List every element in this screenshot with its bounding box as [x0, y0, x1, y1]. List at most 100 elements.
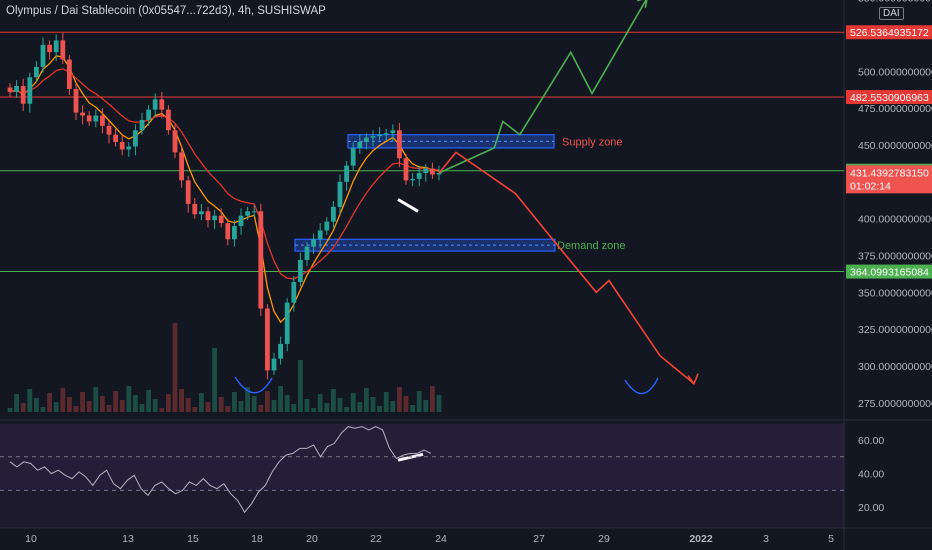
time-label-2: 15	[187, 533, 199, 545]
candle-body-50	[337, 181, 343, 207]
volume-bar-39	[265, 391, 270, 412]
volume-bar-21	[146, 390, 151, 412]
volume-bar-51	[344, 407, 349, 412]
candle-body-30	[205, 211, 211, 221]
volume-bar-4	[34, 398, 39, 412]
time-label-11: 5	[828, 533, 834, 545]
volume-bar-45	[304, 399, 310, 412]
volume-bar-40	[271, 400, 277, 412]
candle-body-55	[370, 136, 376, 138]
moving-averages	[9, 55, 440, 324]
volume-bar-44	[298, 360, 303, 412]
volume-bar-12	[86, 401, 92, 412]
volume-bar-37	[251, 396, 257, 412]
candle-body-65	[436, 172, 442, 175]
candle-body-60	[403, 158, 409, 181]
candle-body-10	[73, 89, 79, 113]
candle-body-47	[317, 230, 323, 240]
volume-bar-10	[73, 406, 79, 412]
volume-bar-9	[67, 397, 72, 412]
candle-body-45	[304, 246, 310, 260]
currency-badge[interactable]: DAI	[879, 7, 904, 20]
candle-body-13	[93, 115, 99, 122]
volume-bar-3	[27, 389, 33, 412]
volume-bar-49	[331, 389, 336, 412]
time-label-0: 10	[25, 533, 37, 545]
volume-bar-34	[232, 392, 237, 412]
candle-body-61	[410, 178, 415, 181]
candle-body-42	[284, 302, 290, 344]
time-axis: 10 13 15 18 20 22 24 27 29 2022 3 5	[25, 533, 834, 545]
candle-body-28	[192, 203, 198, 215]
volume-bar-60	[403, 396, 409, 412]
candle-body-62	[416, 172, 422, 179]
candle-body-11	[80, 112, 85, 116]
volume-bar-52	[350, 393, 356, 412]
volume-bar-11	[80, 392, 85, 412]
candle-body-1	[14, 86, 19, 92]
arrow-head-bullish	[637, 0, 648, 8]
volume-bar-55	[370, 397, 376, 412]
volume-bar-62	[416, 391, 422, 412]
volume-bar-58	[390, 401, 396, 412]
candle-body-22	[152, 99, 158, 110]
price-axis: 550.0000000000525.0000000000500.00000000…	[858, 0, 932, 410]
candle-body-12	[86, 115, 92, 122]
volume-bar-65	[436, 395, 442, 412]
volume-bar-8	[60, 388, 66, 412]
candle-body-53	[357, 142, 363, 148]
volume-bar-25	[172, 323, 178, 412]
time-label-3: 18	[251, 533, 263, 545]
candle-body-18	[126, 146, 132, 150]
level-label-bg-2	[846, 90, 932, 105]
volume-bar-43	[291, 404, 297, 412]
candle-body-57	[383, 133, 389, 135]
volume-bar-1	[14, 394, 19, 412]
candle-body-38	[258, 211, 264, 309]
time-label-4: 20	[306, 533, 318, 545]
volume-bar-22	[152, 399, 158, 412]
time-label-9: 2022	[689, 533, 713, 545]
candle-body-20	[139, 119, 145, 131]
volume-bar-23	[159, 408, 165, 412]
candle-body-48	[324, 221, 330, 231]
candle-body-44	[298, 259, 303, 283]
candle-body-21	[146, 109, 151, 120]
candle-body-0	[7, 87, 13, 92]
candle-body-24	[166, 109, 171, 131]
candle-body-40	[271, 358, 277, 371]
volume-bar-18	[126, 386, 132, 412]
price-tick-0: 550.0000000000	[858, 0, 932, 5]
level-label-2: 482.5530906963	[850, 92, 929, 104]
candle-body-7	[53, 40, 59, 53]
ma-slow-line	[9, 68, 440, 280]
price-tick-10: 300.0000000000	[858, 361, 932, 373]
candle-body-15	[106, 125, 112, 135]
volume-bar-54	[364, 388, 369, 412]
ma-fast-line	[9, 55, 440, 324]
bottom-curve-left	[234, 376, 273, 394]
level-label-bg-4	[846, 264, 932, 279]
candle-body-17	[119, 142, 125, 150]
candle-body-52	[350, 147, 356, 166]
candle-body-59	[397, 130, 402, 159]
level-label-1: 526.5364935172	[850, 27, 929, 39]
candles	[7, 33, 442, 380]
candle-body-46	[311, 239, 316, 247]
volume-bar-6	[47, 393, 52, 412]
candle-body-27	[185, 180, 191, 204]
volume-bar-35	[238, 401, 244, 412]
chart-title: Olympus / Dai Stablecoin (0x05547...722d…	[6, 5, 326, 17]
volume-bar-48	[324, 403, 330, 412]
volume-bar-61	[410, 405, 415, 412]
volume-bar-36	[245, 387, 250, 412]
bottom-curve-right	[624, 377, 659, 395]
rsi-line	[9, 426, 432, 514]
volume-bar-38	[258, 405, 264, 412]
volume-bar-63	[423, 400, 429, 412]
candle-body-31	[212, 215, 217, 221]
candle-body-6	[47, 44, 52, 53]
volume-bar-5	[40, 407, 46, 412]
volume-bar-50	[337, 398, 343, 412]
